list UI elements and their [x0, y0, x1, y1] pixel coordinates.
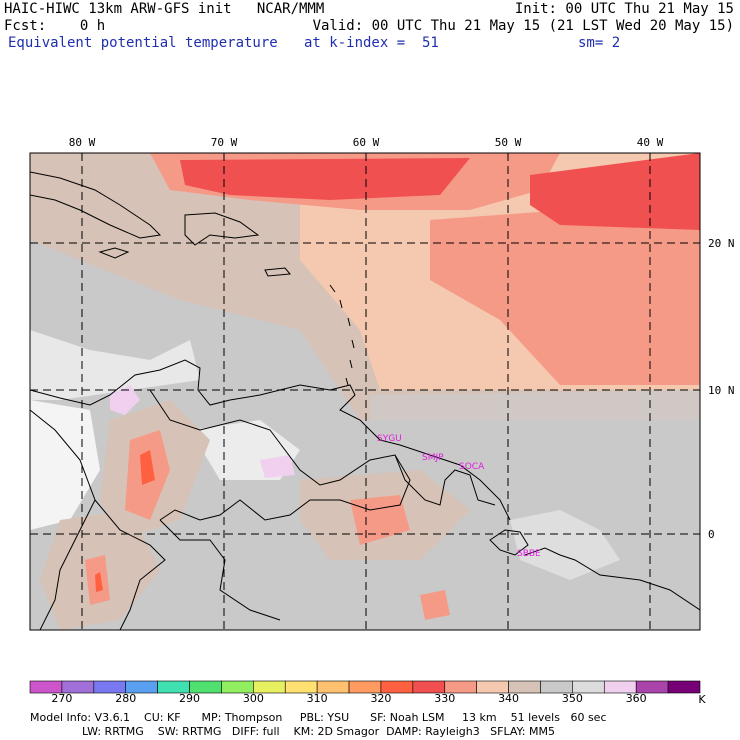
coastlines [30, 171, 700, 630]
colorbar-unit: K [698, 693, 706, 706]
map-frame [29, 152, 701, 631]
lat-label: 10 N [708, 384, 735, 397]
colorbar-tick-label: 340 [498, 692, 520, 705]
smoothing-label: sm= 2 [578, 35, 621, 51]
colorbar-tick-label: 360 [625, 692, 647, 705]
station-label: SBBE [517, 549, 541, 559]
station-label: SOCA [459, 462, 485, 472]
header-title: HAIC-HIWC 13km ARW-GFS init NCAR/MMM [4, 1, 325, 17]
colorbar-tick-label: 290 [179, 692, 201, 705]
colorbar [29, 680, 701, 694]
graticule [30, 153, 700, 630]
colorbar-tick-label: 350 [561, 692, 583, 705]
lon-label: 40 W [637, 136, 664, 149]
colorbar-tick-label: 320 [370, 692, 392, 705]
lon-label: 50 W [495, 136, 522, 149]
lat-label: 0 [708, 528, 715, 541]
colorbar-tick-label: 300 [242, 692, 264, 705]
colorbar-tick-label: 270 [51, 692, 73, 705]
theta-e-field [30, 153, 700, 630]
colorbar-tick-label: 280 [115, 692, 137, 705]
level-label: at k-index = 51 [304, 35, 439, 51]
station-label: SMJP [422, 453, 444, 463]
lon-label: 60 W [353, 136, 380, 149]
colorbar-swatch [667, 680, 701, 694]
colorbar-tick-label: 310 [306, 692, 328, 705]
lat-label: 20 N [708, 237, 735, 250]
lon-label: 80 W [69, 136, 96, 149]
model-info-line1: Model Info: V3.6.1 CU: KF MP: Thompson P… [30, 711, 607, 724]
header-forecast-hour: Fcst: 0 h [4, 18, 106, 34]
field-name: Equivalent potential temperature [8, 35, 278, 51]
model-info-line2: LW: RRTMG SW: RRTMG DIFF: full KM: 2D Sm… [82, 725, 555, 738]
station-label: SYGU [377, 434, 402, 444]
lon-label: 70 W [211, 136, 238, 149]
colorbar-tick-label: 330 [434, 692, 456, 705]
header-init-time: Init: 00 UTC Thu 21 May 15 [514, 1, 734, 17]
header-valid-time: Valid: 00 UTC Thu 21 May 15 (21 LST Wed … [312, 18, 734, 34]
